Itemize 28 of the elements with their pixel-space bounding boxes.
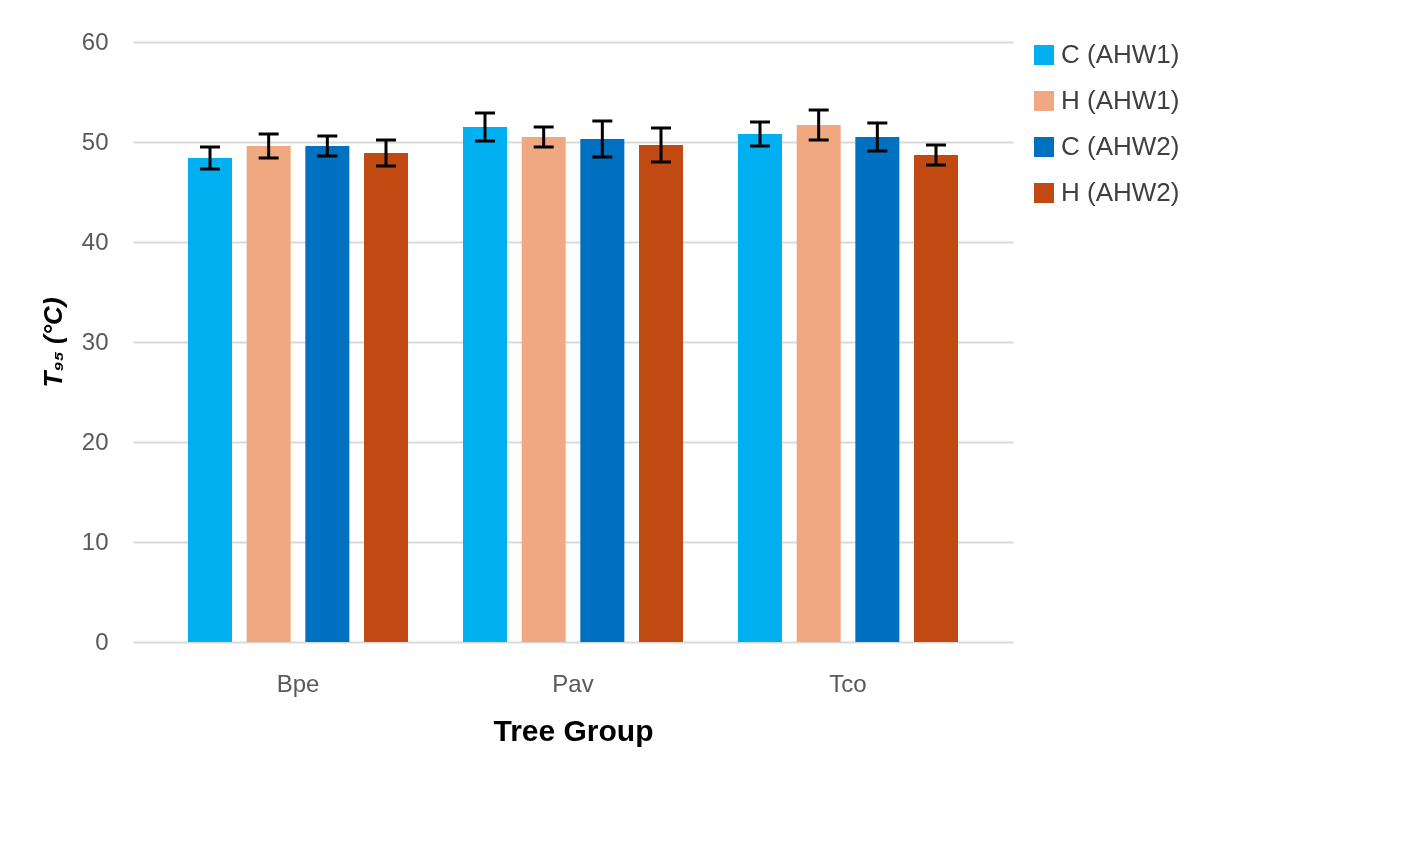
y-tick-label: 30 — [81, 327, 109, 355]
x-axis-title: Tree Group — [493, 713, 654, 747]
legend-label: C (AHW1) — [1061, 39, 1180, 69]
bar — [246, 146, 291, 642]
x-tick-label: Tco — [829, 669, 867, 697]
bar — [914, 155, 958, 642]
bar — [463, 127, 507, 642]
legend-label: C (AHW2) — [1061, 131, 1180, 161]
bar — [796, 125, 841, 642]
bar — [738, 134, 782, 642]
x-tick-label: Bpe — [276, 669, 320, 697]
y-tick-label: 40 — [81, 227, 109, 255]
legend-label: H (AHW1) — [1061, 85, 1180, 115]
y-tick-label: 20 — [81, 427, 109, 455]
bar — [521, 137, 566, 642]
y-tick-label: 10 — [81, 527, 109, 555]
bar — [855, 137, 900, 642]
bar — [364, 153, 408, 642]
y-axis-title: T₉₅ (°C) — [37, 297, 68, 388]
bar — [639, 145, 683, 642]
bar — [305, 146, 350, 642]
y-tick-label: 0 — [95, 627, 109, 655]
y-tick-label: 60 — [81, 27, 109, 55]
bar — [188, 158, 232, 642]
legend-label: H (AHW2) — [1061, 177, 1180, 207]
bar — [580, 139, 625, 642]
y-tick-label: 50 — [81, 127, 109, 155]
x-tick-label: Pav — [552, 669, 594, 697]
